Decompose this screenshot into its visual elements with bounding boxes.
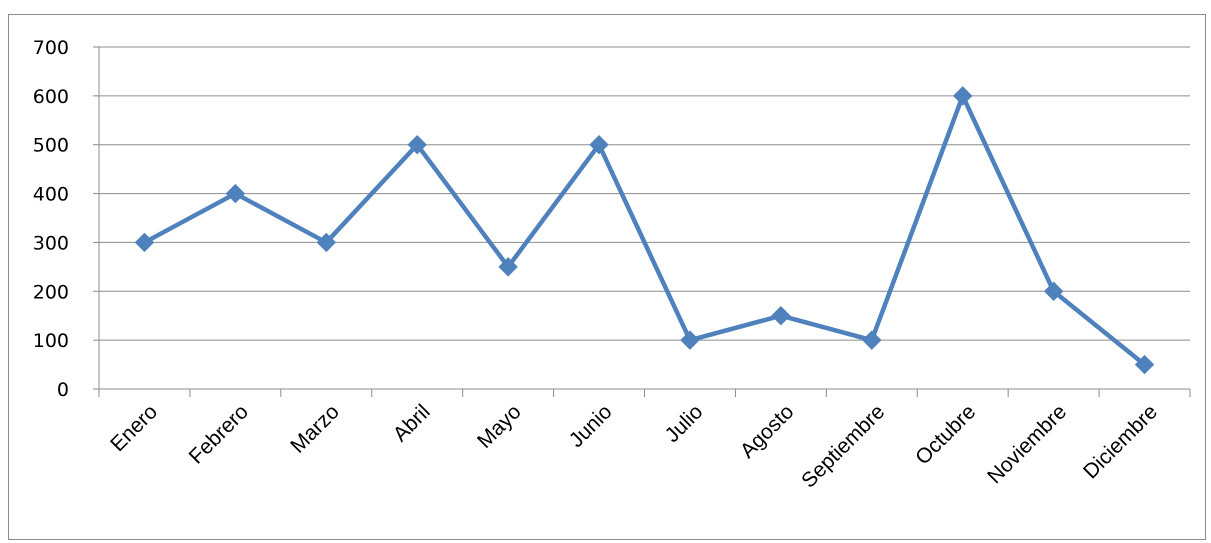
y-tick-label: 0 bbox=[57, 379, 69, 401]
y-tick-label: 600 bbox=[33, 86, 69, 108]
chart-frame bbox=[8, 14, 1206, 540]
x-tick-label: Mayo bbox=[473, 400, 526, 453]
x-tick-label: Febrero bbox=[185, 400, 253, 468]
y-tick-label: 400 bbox=[33, 184, 69, 206]
data-point-marker bbox=[498, 257, 518, 277]
x-tick-label: Abril bbox=[389, 400, 435, 446]
data-markers bbox=[134, 86, 1155, 375]
data-point-marker bbox=[316, 232, 336, 253]
x-axis: Enero Febrero Marzo Abril Mayo Junio Julio Agos… bbox=[98, 388, 1191, 492]
y-tick-label: 100 bbox=[33, 330, 69, 352]
data-point-marker bbox=[225, 183, 246, 204]
x-tick-label: Junio bbox=[565, 400, 617, 452]
data-point-marker bbox=[1043, 281, 1064, 301]
data-point-marker bbox=[953, 86, 973, 106]
series-line-group bbox=[143, 93, 1146, 367]
data-point-marker bbox=[407, 135, 427, 155]
gridlines bbox=[99, 46, 1190, 341]
x-tick-label: Diciembre bbox=[1079, 400, 1162, 483]
data-point-marker bbox=[134, 232, 155, 253]
data-point-marker bbox=[771, 306, 791, 326]
x-tick-label: Octubre bbox=[911, 400, 980, 469]
x-tick-label: Agosto bbox=[736, 400, 799, 463]
data-point-marker bbox=[680, 330, 700, 350]
x-tick-label: Marzo bbox=[286, 400, 344, 458]
data-point-marker bbox=[589, 135, 609, 155]
x-tick-label: Noviembre bbox=[983, 400, 1071, 488]
y-tick-label: 200 bbox=[33, 281, 69, 303]
y-tick-label: 700 bbox=[33, 37, 69, 59]
x-tick-label: Septiembre bbox=[797, 400, 889, 492]
series-line bbox=[143, 93, 1146, 367]
x-tick-label: Enero bbox=[106, 400, 162, 456]
data-point-marker bbox=[1134, 354, 1155, 375]
y-axis: 0 100 200 300 400 500 600 700 bbox=[33, 37, 100, 401]
y-tick-label: 300 bbox=[33, 232, 69, 254]
y-tick-label: 500 bbox=[33, 135, 69, 157]
data-point-marker bbox=[862, 330, 882, 350]
x-tick-label: Julio bbox=[661, 400, 708, 447]
